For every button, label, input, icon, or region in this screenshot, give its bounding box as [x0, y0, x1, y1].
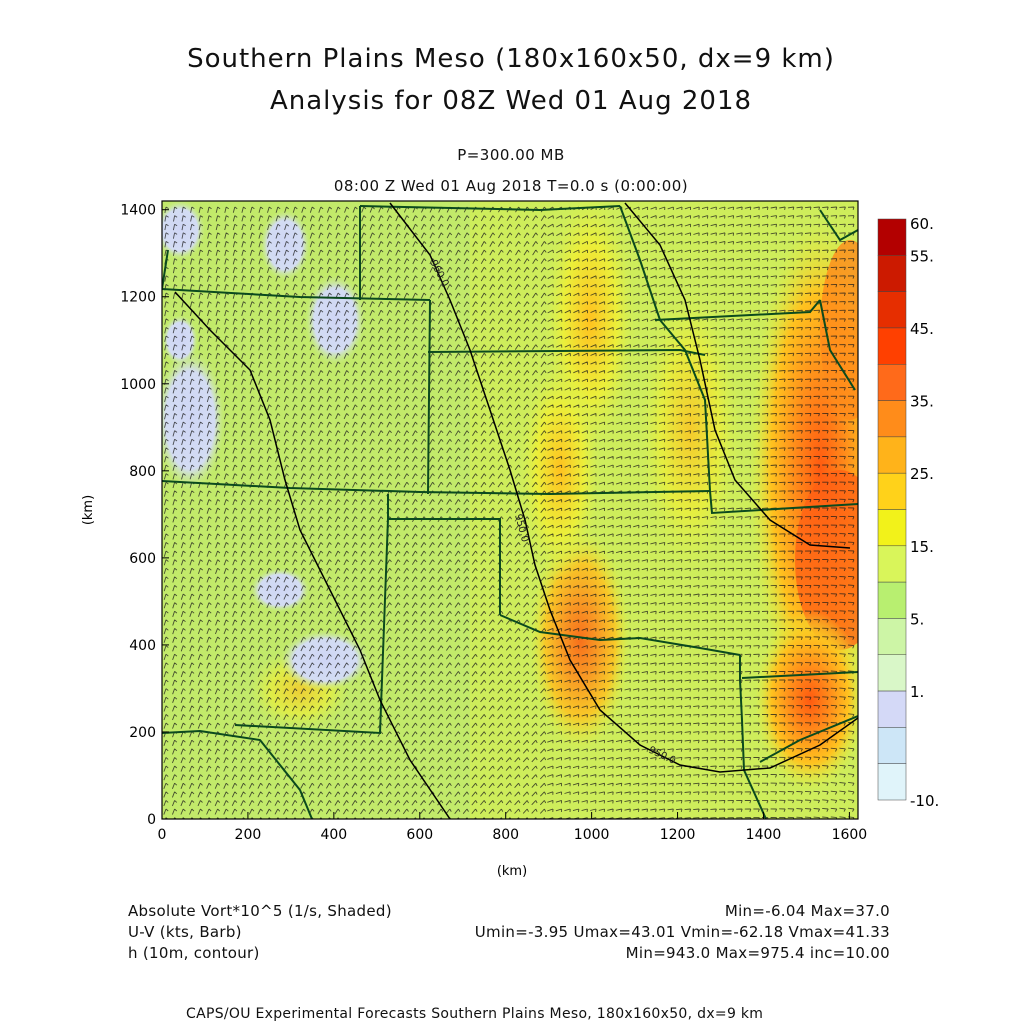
colorbar-swatch: [877, 618, 907, 655]
colorbar-label: 5.: [910, 610, 924, 628]
colorbar-swatch: [877, 291, 907, 329]
state-boundaries: [162, 205, 858, 819]
title-line-2: Analysis for 08Z Wed 01 Aug 2018: [269, 86, 753, 116]
colorbar-label: 35.: [910, 393, 934, 411]
colorbar-label: -10.: [910, 792, 939, 810]
height-contours: [174, 202, 858, 819]
colorbar-swatch: [877, 472, 907, 510]
colorbar-label: 15.: [910, 538, 934, 556]
x-tick-label: 800: [492, 827, 519, 843]
legend-height-stats: Min=943.0 Max=975.4 inc=10.00: [625, 944, 890, 962]
colorbar-swatch: [877, 545, 907, 583]
legend-vorticity-stats: Min=-6.04 Max=37.0: [724, 902, 890, 920]
x-tick-label: 1000: [574, 827, 610, 843]
colorbar-label: 25.: [910, 465, 934, 483]
x-tick-label: 400: [320, 827, 347, 843]
y-tick-label: 1000: [120, 377, 156, 393]
colorbar-swatch: [877, 763, 907, 801]
legend-wind: U-V (kts, Barb): [128, 923, 242, 941]
colorbar-swatch: [877, 436, 907, 474]
colorbar: [877, 218, 907, 801]
plot-frame: [161, 200, 859, 820]
y-tick-label: 1400: [120, 203, 156, 219]
legend-vorticity: Absolute Vort*10^5 (1/s, Shaded): [128, 902, 392, 920]
x-axis-label: (km): [497, 864, 527, 879]
y-tick-label: 0: [147, 812, 156, 828]
colorbar-label: 60.: [910, 215, 934, 233]
valid-time: 08:00 Z Wed 01 Aug 2018 T=0.0 s (0:00:00…: [333, 177, 689, 195]
colorbar-swatch: [877, 327, 907, 365]
x-tick-label: 1200: [660, 827, 696, 843]
colorbar-label: 45.: [910, 320, 934, 338]
colorbar-swatch: [877, 654, 907, 692]
y-axis-label: (km): [81, 495, 96, 525]
legend-height: h (10m, contour): [128, 944, 260, 962]
y-tick-label: 400: [129, 638, 156, 654]
legend-wind-stats: Umin=-3.95 Umax=43.01 Vmin=-62.18 Vmax=4…: [474, 923, 890, 941]
colorbar-swatch: [877, 581, 907, 619]
colorbar-swatch: [877, 364, 907, 401]
colorbar-label: 55.: [910, 247, 934, 265]
title-line-1: Southern Plains Meso (180x160x50, dx=9 k…: [187, 44, 835, 74]
colorbar-swatch: [877, 218, 907, 256]
colorbar-swatch: [877, 509, 907, 547]
x-tick-label: 1600: [832, 827, 868, 843]
colorbar-swatch: [877, 690, 907, 728]
colorbar-label: 1.: [910, 683, 924, 701]
colorbar-swatch: [877, 727, 907, 764]
x-tick-label: 600: [406, 827, 433, 843]
x-tick-label: 0: [158, 827, 167, 843]
x-tick-label: 200: [235, 827, 262, 843]
y-tick-label: 200: [129, 725, 156, 741]
footer-credit: CAPS/OU Experimental Forecasts Southern …: [186, 1006, 764, 1022]
colorbar-swatch: [877, 255, 907, 292]
x-tick-label: 1400: [746, 827, 782, 843]
shaded-field: [162, 201, 858, 819]
y-tick-label: 1200: [120, 290, 156, 306]
pressure-level: P=300.00 MB: [457, 146, 565, 164]
y-tick-label: 800: [129, 464, 156, 480]
y-tick-label: 600: [129, 551, 156, 567]
colorbar-swatch: [877, 400, 907, 438]
